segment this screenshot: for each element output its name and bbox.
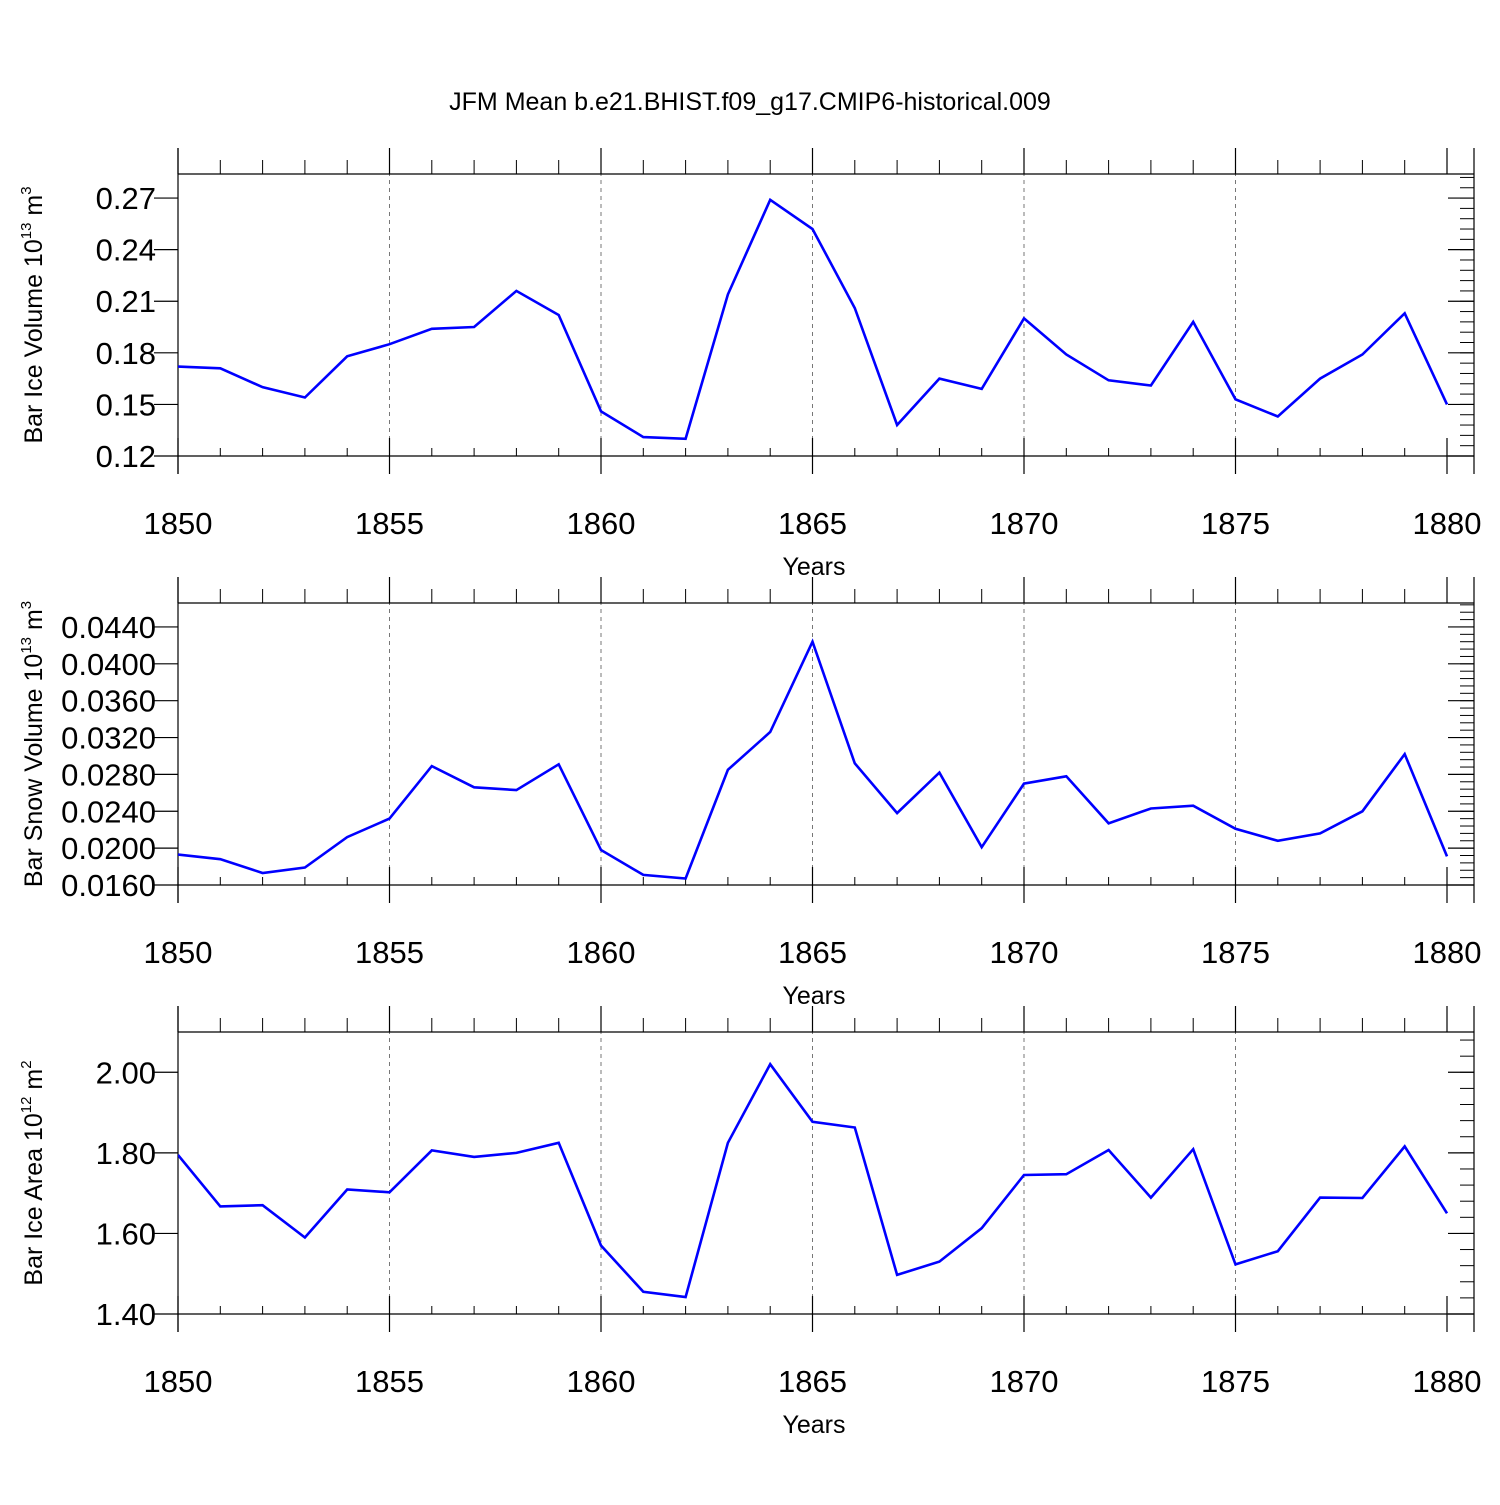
y-axis-label: Bar Ice Volume 1013 m3 <box>18 186 48 443</box>
y-axis-label-unit-exponent: 3 <box>18 186 35 194</box>
chart-panels: 1850 1855 1860 1865 1870 1875 1880 Years 0.12 0.1… <box>18 148 1481 1439</box>
x-tick-label: 1865 <box>778 1364 847 1399</box>
x-tick-label: 1865 <box>778 506 847 541</box>
y-axis-label-unit-exponent: 3 <box>18 601 35 609</box>
y-axis-label-text: Bar Snow Volume 10 <box>20 654 48 887</box>
x-tick-label: 1850 <box>144 935 213 970</box>
y-axis-label-exponent: 13 <box>18 637 35 654</box>
x-tick-label: 1870 <box>990 506 1059 541</box>
x-tick-label: 1870 <box>990 1364 1059 1399</box>
y-tick-label: 0.0240 <box>61 794 156 829</box>
x-tick-label: 1855 <box>355 935 424 970</box>
x-tick-label: 1875 <box>1201 1364 1270 1399</box>
y-axis-label: Bar Ice Area 1012 m2 <box>18 1060 48 1285</box>
y-tick-label: 0.0320 <box>61 721 156 756</box>
x-tick-label: 1855 <box>355 506 424 541</box>
y-tick-label: 0.24 <box>96 233 156 268</box>
x-axis-label: Years <box>782 553 845 581</box>
y-axis-label-exponent: 13 <box>18 223 35 240</box>
y-tick-label: 0.0400 <box>61 647 156 682</box>
x-tick-label: 1860 <box>567 935 636 970</box>
x-tick-label: 1865 <box>778 935 847 970</box>
y-axis-label-unit: m <box>20 195 48 223</box>
chart-panel-1: 1850 1855 1860 1865 1870 1875 1880 Years 0.12 0.1… <box>18 148 1481 581</box>
y-tick-label: 0.27 <box>96 181 156 216</box>
y-tick-label: 1.80 <box>96 1136 156 1171</box>
y-tick-label: 0.18 <box>96 336 156 371</box>
y-tick-label: 0.0360 <box>61 684 156 719</box>
y-axis-label-unit: m <box>20 609 48 637</box>
chart-title: JFM Mean b.e21.BHIST.f09_g17.CMIP6-histo… <box>449 88 1051 116</box>
x-tick-label: 1860 <box>567 1364 636 1399</box>
y-tick-label: 2.00 <box>96 1055 156 1090</box>
y-axis-label-unit: m <box>20 1069 48 1097</box>
x-tick-label: 1875 <box>1201 506 1270 541</box>
y-axis-label-unit-exponent: 2 <box>18 1060 35 1068</box>
x-tick-label: 1875 <box>1201 935 1270 970</box>
x-tick-label: 1850 <box>144 1364 213 1399</box>
x-axis-label: Years <box>782 982 845 1010</box>
y-tick-label: 1.60 <box>96 1216 156 1251</box>
y-axis-label: Bar Snow Volume 1013 m3 <box>18 601 48 887</box>
y-tick-label: 1.40 <box>96 1297 156 1332</box>
x-tick-label: 1880 <box>1413 1364 1482 1399</box>
y-axis-label-text: Bar Ice Volume 10 <box>20 239 48 443</box>
y-tick-label: 0.0440 <box>61 610 156 645</box>
x-tick-label: 1850 <box>144 506 213 541</box>
x-tick-label: 1870 <box>990 935 1059 970</box>
y-tick-label: 0.21 <box>96 284 156 319</box>
x-tick-label: 1880 <box>1413 506 1482 541</box>
y-tick-label: 0.0200 <box>61 831 156 866</box>
x-tick-label: 1880 <box>1413 935 1482 970</box>
y-axis-label-exponent: 12 <box>18 1097 35 1114</box>
y-axis-label-text: Bar Ice Area 10 <box>20 1113 48 1285</box>
y-tick-label: 0.0280 <box>61 757 156 792</box>
y-tick-label: 0.15 <box>96 387 156 422</box>
y-tick-label: 0.12 <box>96 439 156 474</box>
x-tick-label: 1860 <box>567 506 636 541</box>
y-tick-label: 0.0160 <box>61 868 156 903</box>
x-tick-label: 1855 <box>355 1364 424 1399</box>
x-axis-label: Years <box>782 1411 845 1439</box>
chart-panel-3: 1850 1855 1860 1865 1870 1875 1880 Years 1.40 1.6… <box>18 1006 1481 1439</box>
